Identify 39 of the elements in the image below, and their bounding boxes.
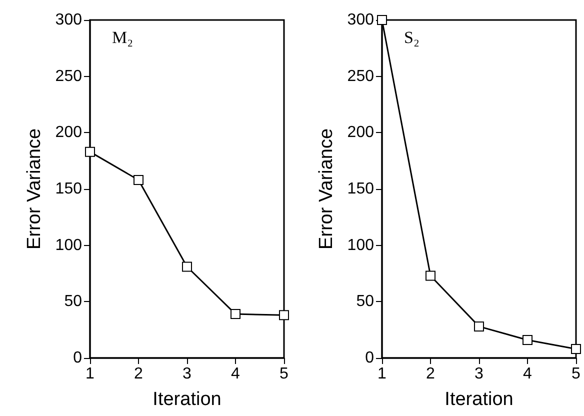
x-axis-title: Iteration xyxy=(152,389,222,410)
y-tick-label: 150 xyxy=(55,180,82,198)
x-axis-title: Iteration xyxy=(444,389,514,410)
point xyxy=(134,174,144,185)
x-tick-label: 4 xyxy=(231,366,240,382)
point xyxy=(182,262,192,272)
y-axis-title: Error Variance xyxy=(24,128,45,250)
point xyxy=(279,310,289,320)
y-axis-title: Error Variance xyxy=(316,128,337,250)
x-tick-label: 3 xyxy=(474,366,484,382)
x-tick-label: 2 xyxy=(134,366,144,382)
text: S₂ xyxy=(404,28,420,47)
y-tick-label: 50 xyxy=(356,293,374,310)
y-tick-label: 200 xyxy=(347,124,374,142)
x-tick-label: 4 xyxy=(523,366,532,382)
x-tick-label: 2 xyxy=(426,366,436,382)
y-tick-label: 50 xyxy=(64,293,82,310)
y-tick-label: 300 xyxy=(55,12,82,28)
y-tick-label: 100 xyxy=(55,236,82,254)
y-tick-label: 250 xyxy=(347,68,374,85)
y-tick-label: 250 xyxy=(55,68,82,85)
y-tick-label: 300 xyxy=(347,12,374,28)
x-tick-label: 5 xyxy=(280,366,289,382)
y-tick-label: 200 xyxy=(55,124,82,142)
y-tick-label: 0 xyxy=(73,350,82,366)
y-tick-label: 150 xyxy=(347,180,374,198)
x-tick-label: 5 xyxy=(572,366,581,382)
x-tick-label: 1 xyxy=(86,366,95,382)
point xyxy=(571,344,581,354)
point xyxy=(230,309,240,320)
x-tick-label: 1 xyxy=(378,366,387,382)
point xyxy=(426,270,436,281)
point xyxy=(522,334,532,345)
text: M₂ xyxy=(112,28,134,47)
point xyxy=(85,146,95,157)
y-tick-label: 0 xyxy=(365,350,374,366)
x-tick-label: 3 xyxy=(182,366,192,382)
point xyxy=(474,321,484,332)
y-tick-label: 100 xyxy=(347,236,374,254)
